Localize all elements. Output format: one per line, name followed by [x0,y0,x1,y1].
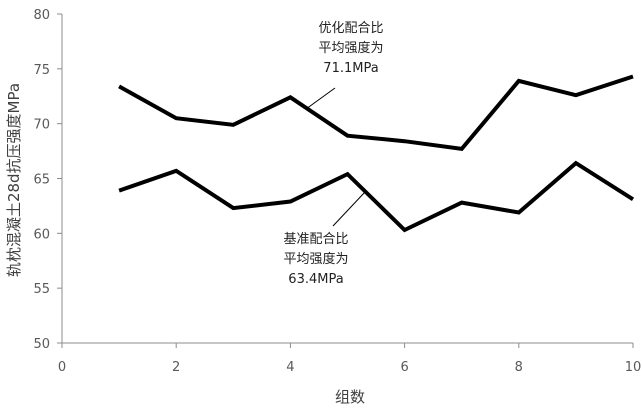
y-tick-label: 55 [33,282,50,297]
x-tick-label: 6 [400,360,408,375]
annotation-label: 平均强度为 [283,251,348,267]
series-line-2 [118,160,635,233]
annotation-leader-2 [332,191,366,227]
annotation-label: 基准配合比 [283,232,348,247]
x-tick-label: 0 [58,360,66,375]
x-axis-title: 组数 [335,388,365,406]
x-tick-label: 8 [515,360,523,375]
y-tick-label: 60 [33,227,50,242]
annotation-label: 63.4MPa [288,272,343,287]
annotation-label: 优化配合比 [318,21,383,36]
x-tick-label: 10 [625,360,642,375]
annotation-label: 平均强度为 [318,40,383,56]
y-tick-label: 65 [33,173,50,188]
series-line-1 [118,74,634,152]
x-tick-label: 4 [286,360,294,375]
y-axis-title: 轨枕混凝土28d抗压强度MPa [5,83,23,277]
annotation-leader-1 [305,87,336,110]
y-tick-label: 80 [33,8,50,23]
y-tick-label: 75 [33,63,50,78]
y-tick-label: 70 [33,118,50,133]
y-tick-label: 50 [33,337,50,352]
series-group [118,74,635,233]
ticks: 50 55 60 65 70 75 80 0 2 4 6 8 10 [33,8,641,375]
annotation-label: 71.1MPa [323,61,378,76]
x-tick-label: 2 [172,360,180,375]
